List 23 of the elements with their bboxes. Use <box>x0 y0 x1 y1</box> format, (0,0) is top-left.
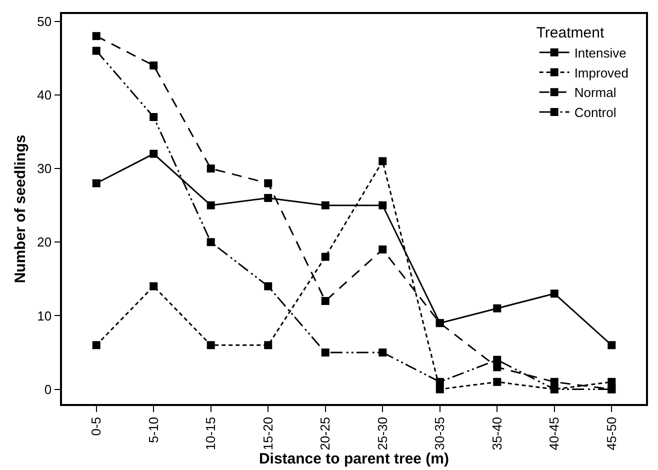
x-tick-label: 0-5 <box>88 416 104 436</box>
y-tick-label: 40 <box>37 87 52 102</box>
y-tick-label: 20 <box>37 234 52 250</box>
x-tick-label: 10-15 <box>203 416 218 450</box>
legend-label: Normal <box>574 85 616 100</box>
x-tick-label: 30-35 <box>432 416 448 450</box>
y-tick-label: 50 <box>37 14 52 29</box>
legend-label: Control <box>574 105 616 120</box>
legend-title: Treatment <box>536 24 605 42</box>
x-tick-label: 25-30 <box>374 416 390 450</box>
x-tick-label: 20-25 <box>318 416 333 450</box>
legend-label: Improved <box>574 65 629 80</box>
x-tick-label: 35-40 <box>489 416 504 450</box>
x-tick-label: 15-20 <box>260 416 276 450</box>
y-tick-label: 0 <box>44 382 52 397</box>
legend-label: Intensive <box>574 45 626 60</box>
x-tick-label: 40-45 <box>546 416 562 450</box>
x-tick-label: 5-10 <box>146 416 161 443</box>
x-axis-title: Distance to parent tree (m) <box>258 450 450 468</box>
y-tick-label: 30 <box>37 161 52 176</box>
y-tick-label: 10 <box>37 308 52 324</box>
x-tick-label: 45-50 <box>604 416 619 450</box>
y-axis-title: Number of seedlings <box>12 134 29 284</box>
